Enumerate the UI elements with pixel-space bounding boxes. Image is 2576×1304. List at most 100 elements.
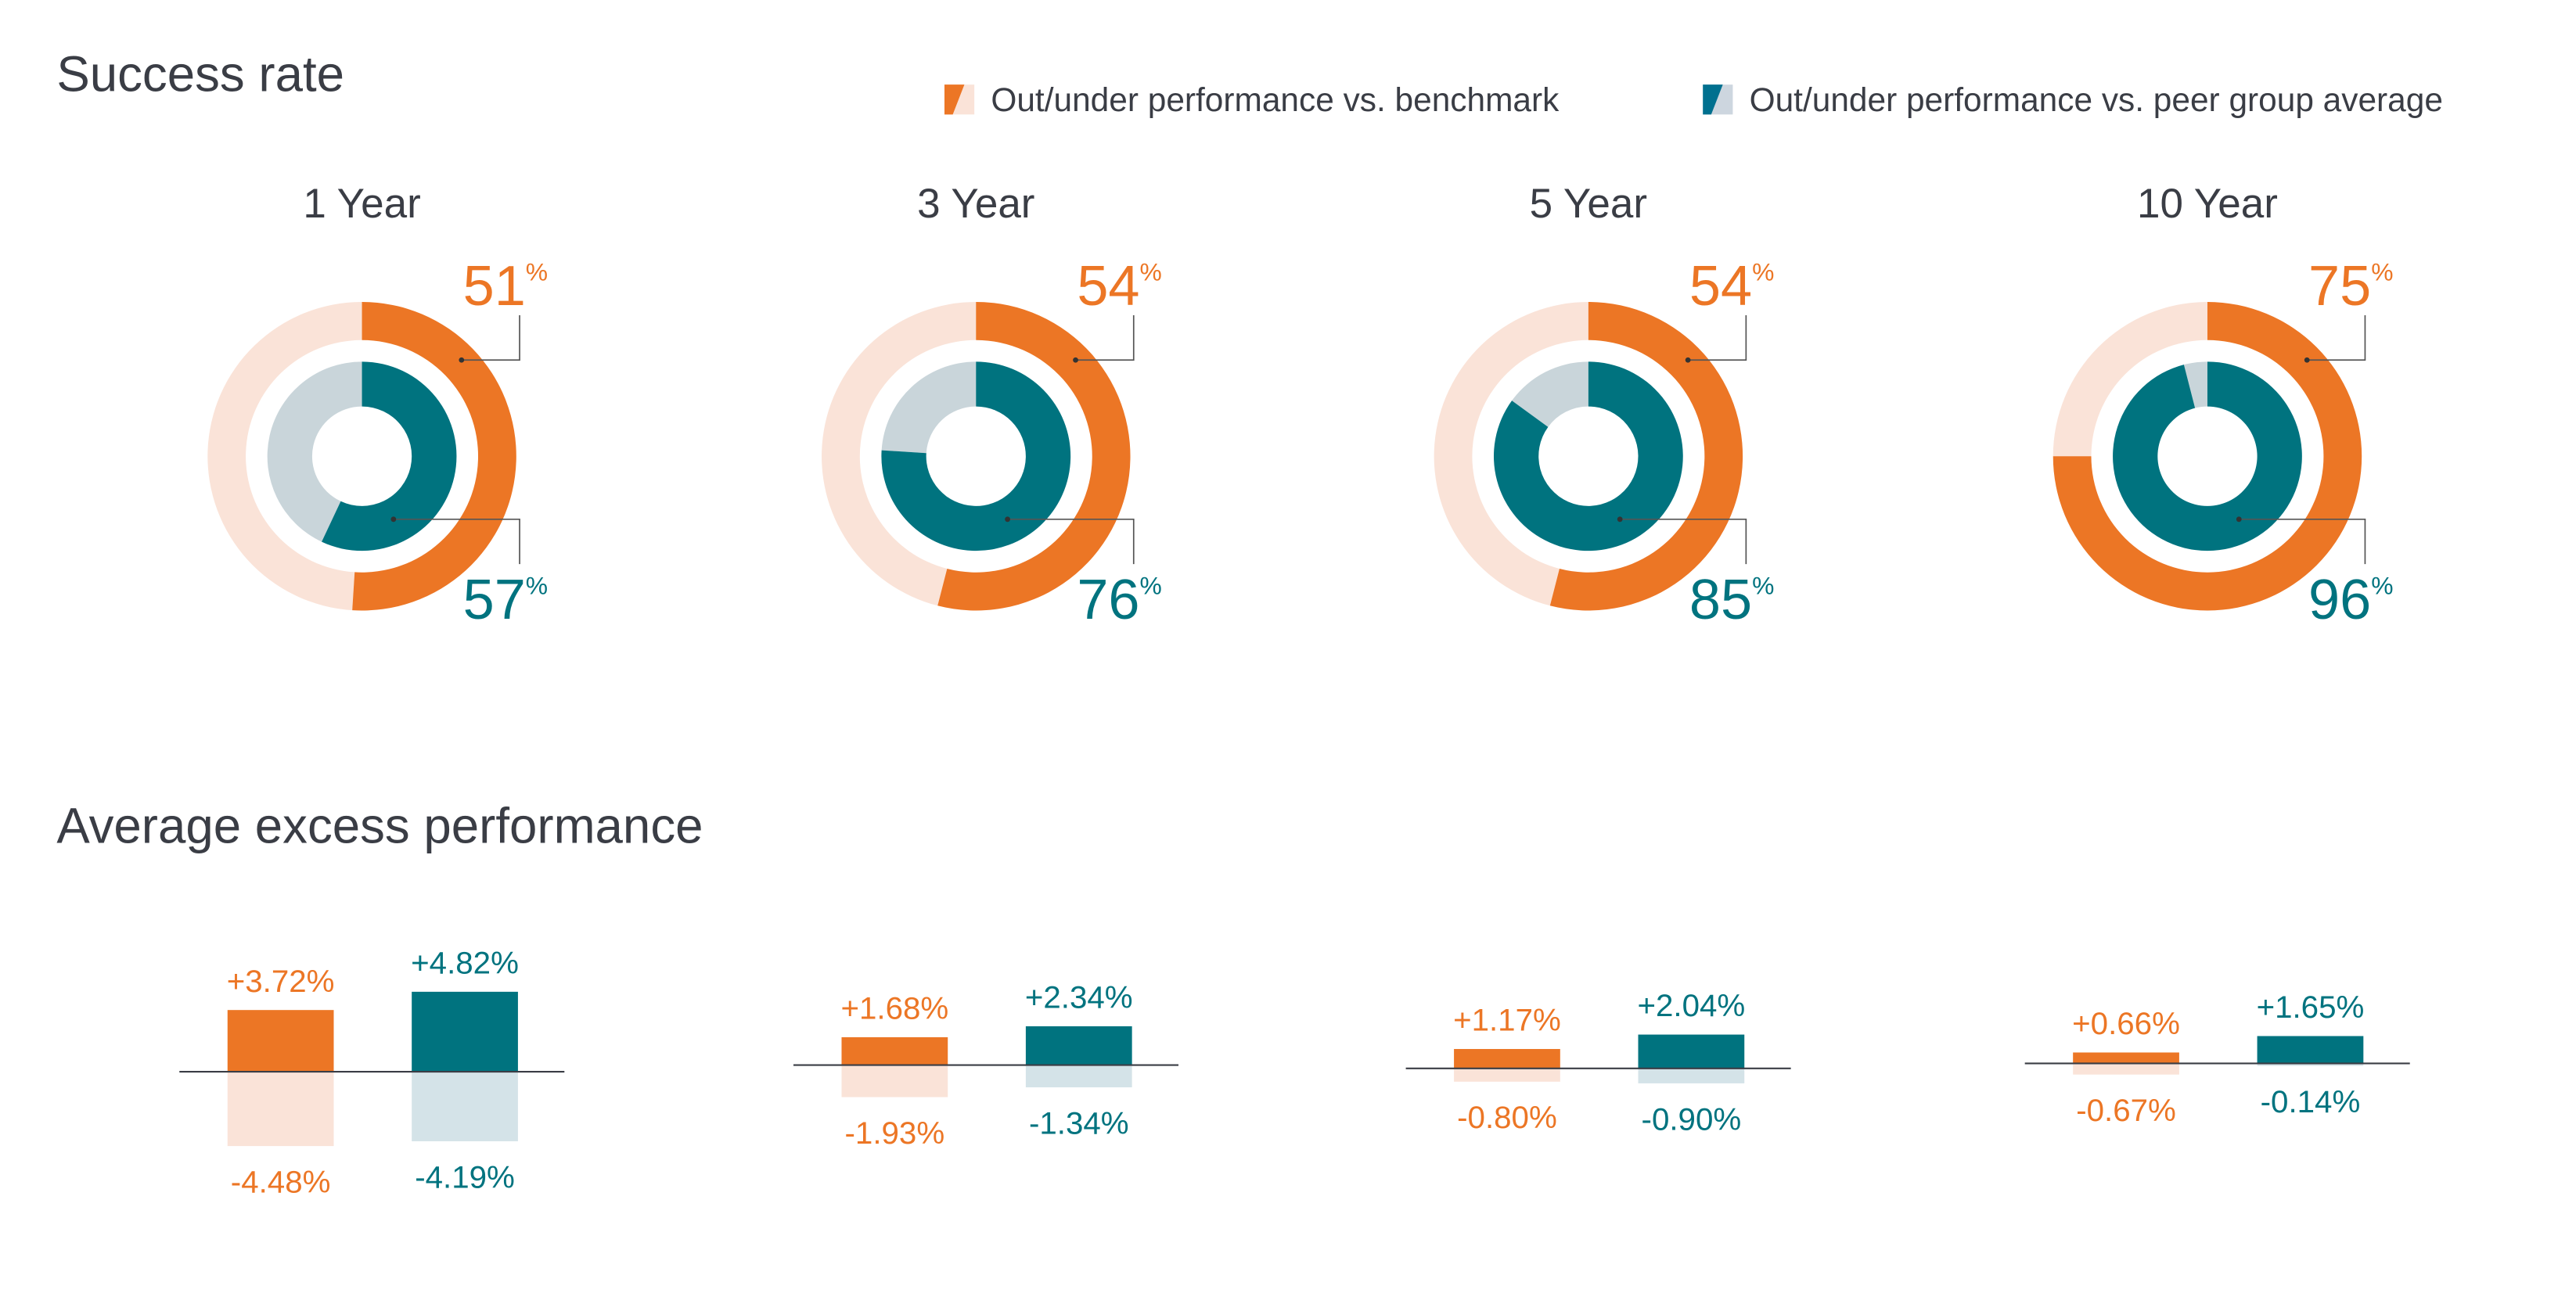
peer-positive-bar [1025, 1026, 1132, 1065]
peer-positive-label: +4.82% [411, 946, 519, 981]
percent-sign: % [526, 571, 548, 599]
value: 96 [2308, 569, 2371, 631]
peer-success-label: 85% [1689, 569, 1774, 631]
period-label: 10 Year [2137, 181, 2278, 227]
peer-ring-value [322, 361, 457, 551]
benchmark-negative-bar [2073, 1063, 2179, 1075]
leader-dot [1685, 357, 1691, 363]
peer-ring-rest [881, 361, 977, 454]
benchmark-positive-bar [841, 1036, 948, 1065]
peer-negative-label: -4.19% [415, 1159, 515, 1194]
benchmark-ring-rest [2053, 301, 2207, 457]
benchmark-ring-rest [207, 301, 362, 611]
peer-negative-bar [412, 1072, 518, 1141]
benchmark-positive-label: +1.68% [840, 991, 948, 1026]
peer-leader-line [1620, 518, 1747, 565]
benchmark-negative-label: -4.48% [231, 1164, 331, 1199]
bar-group-4: +0.66% +1.65% -0.67% -0.14% [2024, 990, 2410, 1128]
peer-positive-label: +2.04% [1637, 988, 1745, 1023]
peer-ring-rest [1512, 361, 1588, 427]
period-label: 5 Year [1530, 181, 1647, 227]
benchmark-positive-bar [2073, 1052, 2179, 1064]
peer-negative-bar [2257, 1063, 2364, 1066]
benchmark-positive-bar [1454, 1049, 1560, 1069]
percent-sign: % [1752, 571, 1774, 599]
legend-peer-swatch [1703, 84, 1733, 115]
leader-dot [459, 357, 465, 363]
benchmark-leader-line [461, 314, 520, 361]
peer-positive-bar [412, 991, 518, 1072]
benchmark-positive-bar [227, 1010, 334, 1072]
legend-benchmark-swatch [944, 84, 975, 115]
leader-dot [2236, 516, 2242, 523]
benchmark-negative-label: -1.93% [845, 1115, 945, 1151]
period-label: 3 Year [917, 181, 1034, 227]
benchmark-positive-label: +1.17% [1453, 1003, 1561, 1038]
value: 57 [463, 569, 526, 631]
success-rate-title: Success rate [56, 47, 344, 102]
bar-group-1: +3.72% +4.82% -4.48% -4.19% [179, 946, 565, 1199]
legend-benchmark-label: Out/under performance vs. benchmark [991, 81, 1560, 118]
peer-ring-rest [2183, 361, 2207, 408]
peer-ring-rest [267, 361, 362, 542]
value: 76 [1077, 569, 1139, 631]
benchmark-ring-rest [822, 301, 977, 606]
benchmark-ring-value [937, 301, 1131, 611]
value: 85 [1689, 569, 1752, 631]
peer-negative-bar [1638, 1068, 1745, 1083]
legend: Out/under performance vs. benchmark Out/… [944, 81, 2443, 118]
value: 51 [463, 255, 526, 318]
peer-positive-bar [2257, 1036, 2364, 1064]
leader-dot [390, 516, 397, 523]
peer-success-label: 76% [1077, 569, 1161, 631]
value: 75 [2308, 255, 2371, 318]
benchmark-negative-bar [227, 1072, 334, 1147]
peer-positive-label: +1.65% [2257, 990, 2365, 1025]
benchmark-leader-line [1075, 314, 1135, 361]
benchmark-negative-bar [1454, 1068, 1560, 1082]
benchmark-positive-label: +0.66% [2072, 1006, 2180, 1041]
percent-sign: % [1140, 257, 1162, 286]
peer-ring-value [1493, 361, 1683, 551]
percent-sign: % [2371, 257, 2393, 286]
peer-negative-bar [1025, 1065, 1132, 1088]
peer-negative-label: -0.14% [2261, 1084, 2361, 1119]
peer-success-label: 96% [2308, 569, 2393, 631]
bar-group-3: +1.17% +2.04% -0.80% -0.90% [1405, 988, 1791, 1137]
value: 54 [1077, 255, 1139, 318]
benchmark-success-label: 51% [463, 255, 548, 318]
benchmark-negative-bar [841, 1065, 948, 1097]
leader-dot [2304, 357, 2310, 363]
leader-dot [1073, 357, 1078, 363]
value: 54 [1689, 255, 1752, 318]
peer-success-label: 57% [463, 569, 548, 631]
benchmark-ring-rest [1434, 301, 1588, 606]
percent-sign: % [1752, 257, 1774, 286]
benchmark-positive-label: +3.72% [227, 964, 335, 999]
peer-positive-bar [1638, 1034, 1745, 1069]
excess-performance-title: Average excess performance [56, 798, 703, 853]
peer-negative-label: -0.90% [1642, 1101, 1742, 1137]
peer-leader-line [393, 518, 520, 565]
benchmark-leader-line [1688, 314, 1747, 361]
peer-negative-label: -1.34% [1029, 1105, 1129, 1141]
percent-sign: % [1140, 571, 1162, 599]
peer-ring-value [2113, 361, 2302, 551]
peer-ring-value [881, 361, 1071, 551]
bar-group-2: +1.68% +2.34% -1.93% -1.34% [793, 980, 1179, 1151]
leader-dot [1005, 516, 1010, 523]
benchmark-success-label: 54% [1077, 255, 1161, 318]
benchmark-success-label: 54% [1689, 255, 1774, 318]
percent-sign: % [526, 257, 548, 286]
benchmark-ring-value [1549, 301, 1743, 611]
benchmark-negative-label: -0.80% [1457, 1100, 1557, 1135]
benchmark-negative-label: -0.67% [2076, 1093, 2176, 1128]
period-label: 1 Year [303, 181, 420, 227]
benchmark-success-label: 75% [2308, 255, 2393, 318]
percent-sign: % [2371, 571, 2393, 599]
